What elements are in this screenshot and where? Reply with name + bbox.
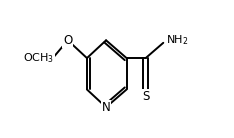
Text: NH$_2$: NH$_2$ (166, 33, 189, 47)
Text: N: N (102, 101, 110, 114)
Text: S: S (142, 90, 149, 103)
Text: O: O (63, 34, 73, 47)
Text: OCH$_3$: OCH$_3$ (23, 51, 54, 65)
